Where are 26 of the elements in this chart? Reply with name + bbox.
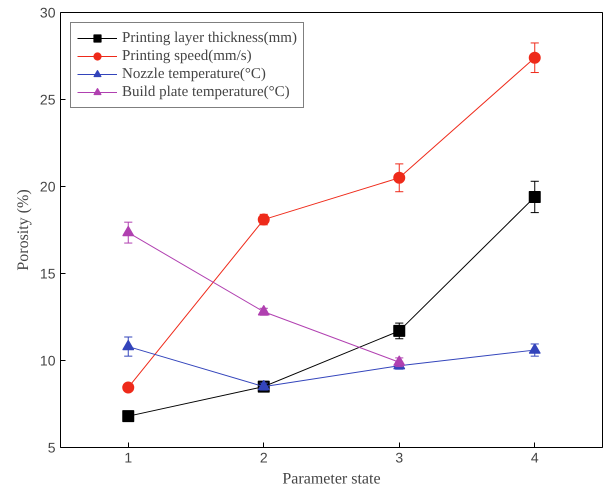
point <box>528 190 541 203</box>
x-tick-label: 3 <box>395 450 404 466</box>
point <box>393 172 406 184</box>
point <box>393 324 406 337</box>
point <box>122 381 134 394</box>
legend-label: Nozzle temperature(°C) <box>122 65 266 83</box>
point <box>122 226 134 236</box>
legend-label: Build plate temperature(°C) <box>122 83 290 101</box>
point <box>528 52 541 64</box>
x-tick-label: 1 <box>124 450 132 466</box>
x-tick-label: 4 <box>530 450 539 466</box>
legend-label: Printing layer thickness(mm) <box>122 29 297 47</box>
y-tick-label: 15 <box>40 266 56 282</box>
y-axis-title: Porosity (%) <box>14 189 32 271</box>
y-tick-label: 10 <box>40 352 56 368</box>
point <box>528 343 541 354</box>
y-tick-label: 30 <box>40 4 56 20</box>
y-tick-label: 20 <box>40 178 56 194</box>
point <box>258 380 270 390</box>
point <box>122 340 134 350</box>
x-axis-title: Parameter state <box>282 470 381 488</box>
y-tick-label: 5 <box>48 440 56 456</box>
legend-label: Printing speed(mm/s) <box>122 47 252 65</box>
y-tick-label: 25 <box>40 92 56 108</box>
x-tick-label: 2 <box>260 450 268 466</box>
point <box>258 304 270 316</box>
